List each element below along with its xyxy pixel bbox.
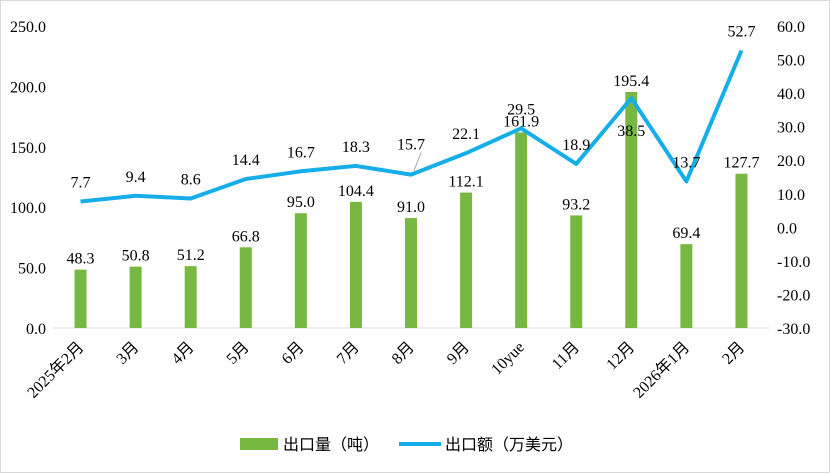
line-data-label: 38.5: [617, 123, 645, 140]
x-tick-label: 4月: [169, 339, 198, 368]
leader-line: [413, 152, 422, 171]
bar: [349, 201, 362, 328]
y-left-tick-label: 0.0: [26, 321, 46, 338]
x-tick-label: 12月: [603, 339, 638, 374]
line-data-label: 9.4: [126, 169, 146, 186]
bar: [184, 266, 197, 328]
legend-bar-swatch: [240, 438, 278, 450]
x-tick-label: 7月: [334, 339, 363, 368]
y-right-tick-label: -10.0: [777, 254, 810, 271]
line-data-label: 18.3: [342, 139, 370, 156]
y-right-tick-label: 40.0: [777, 86, 805, 103]
bar-data-label: 66.8: [232, 228, 260, 245]
x-tick-label: 6月: [279, 339, 308, 368]
bar: [570, 215, 583, 328]
line-data-label: 14.4: [232, 152, 260, 169]
legend-line-label: 出口额（万美元）: [445, 436, 573, 454]
y-right-tick-label: 30.0: [777, 120, 805, 137]
bar: [294, 213, 307, 328]
bar-data-label: 161.9: [503, 113, 539, 130]
y-left-tick-label: 150.0: [10, 140, 46, 157]
bar-data-label: 93.2: [562, 196, 590, 213]
bar-data-label: 48.3: [67, 251, 95, 268]
bar-data-label: 95.0: [287, 194, 315, 211]
y-right-tick-label: -30.0: [777, 321, 810, 338]
x-tick-label: 2025年2月: [24, 338, 88, 402]
y-left-tick-label: 250.0: [10, 19, 46, 36]
bar-data-label: 91.0: [397, 199, 425, 216]
bar-data-label: 69.4: [672, 225, 700, 242]
y-right-tick-label: -20.0: [777, 287, 810, 304]
x-tick-label: 2026年1月: [630, 338, 694, 402]
line-data-label: 22.1: [452, 126, 480, 143]
bar: [74, 269, 87, 328]
bar: [680, 244, 693, 328]
line-data-label: 8.6: [181, 171, 201, 188]
line-data-label: 15.7: [397, 137, 425, 154]
y-right-tick-label: 60.0: [777, 19, 805, 36]
legend-bar-label: 出口量（吨）: [283, 436, 379, 454]
x-tick-label: 10yue: [488, 339, 528, 379]
x-tick-label: 2月: [719, 339, 748, 368]
bar-data-label: 104.4: [338, 183, 374, 200]
y-right-tick-label: 10.0: [777, 187, 805, 204]
line-data-label: 7.7: [71, 174, 91, 191]
x-tick-label: 8月: [389, 339, 418, 368]
line-data-label: 52.7: [727, 23, 755, 40]
y-right-tick-label: 0.0: [777, 220, 797, 237]
bar: [515, 132, 528, 328]
y-right-tick-label: 20.0: [777, 153, 805, 170]
x-tick-label: 11月: [549, 339, 583, 373]
bar: [460, 192, 473, 328]
bar: [405, 218, 417, 328]
line-data-label: 16.7: [287, 144, 315, 161]
bar: [735, 173, 748, 328]
bar-data-label: 51.2: [177, 247, 205, 264]
y-right-tick-label: 50.0: [777, 53, 805, 70]
line-series: [80, 49, 744, 204]
bar-data-label: 112.1: [448, 174, 483, 191]
y-left-tick-label: 100.0: [10, 200, 46, 217]
y-left-tick-label: 50.0: [18, 261, 46, 278]
line-data-label: 13.7: [672, 154, 700, 171]
x-tick-label: 3月: [113, 339, 142, 368]
bar: [239, 247, 252, 328]
line-data-label: 18.9: [562, 137, 590, 154]
bar-data-label: 195.4: [613, 73, 649, 90]
bar: [625, 91, 638, 328]
y-left-tick-label: 200.0: [10, 79, 46, 96]
bar-data-label: 127.7: [723, 155, 759, 172]
line-data-label: 29.5: [507, 101, 535, 118]
bar: [129, 266, 142, 328]
bar-data-label: 50.8: [122, 248, 150, 265]
x-tick-label: 5月: [224, 339, 253, 368]
x-tick-label: 9月: [444, 339, 473, 368]
